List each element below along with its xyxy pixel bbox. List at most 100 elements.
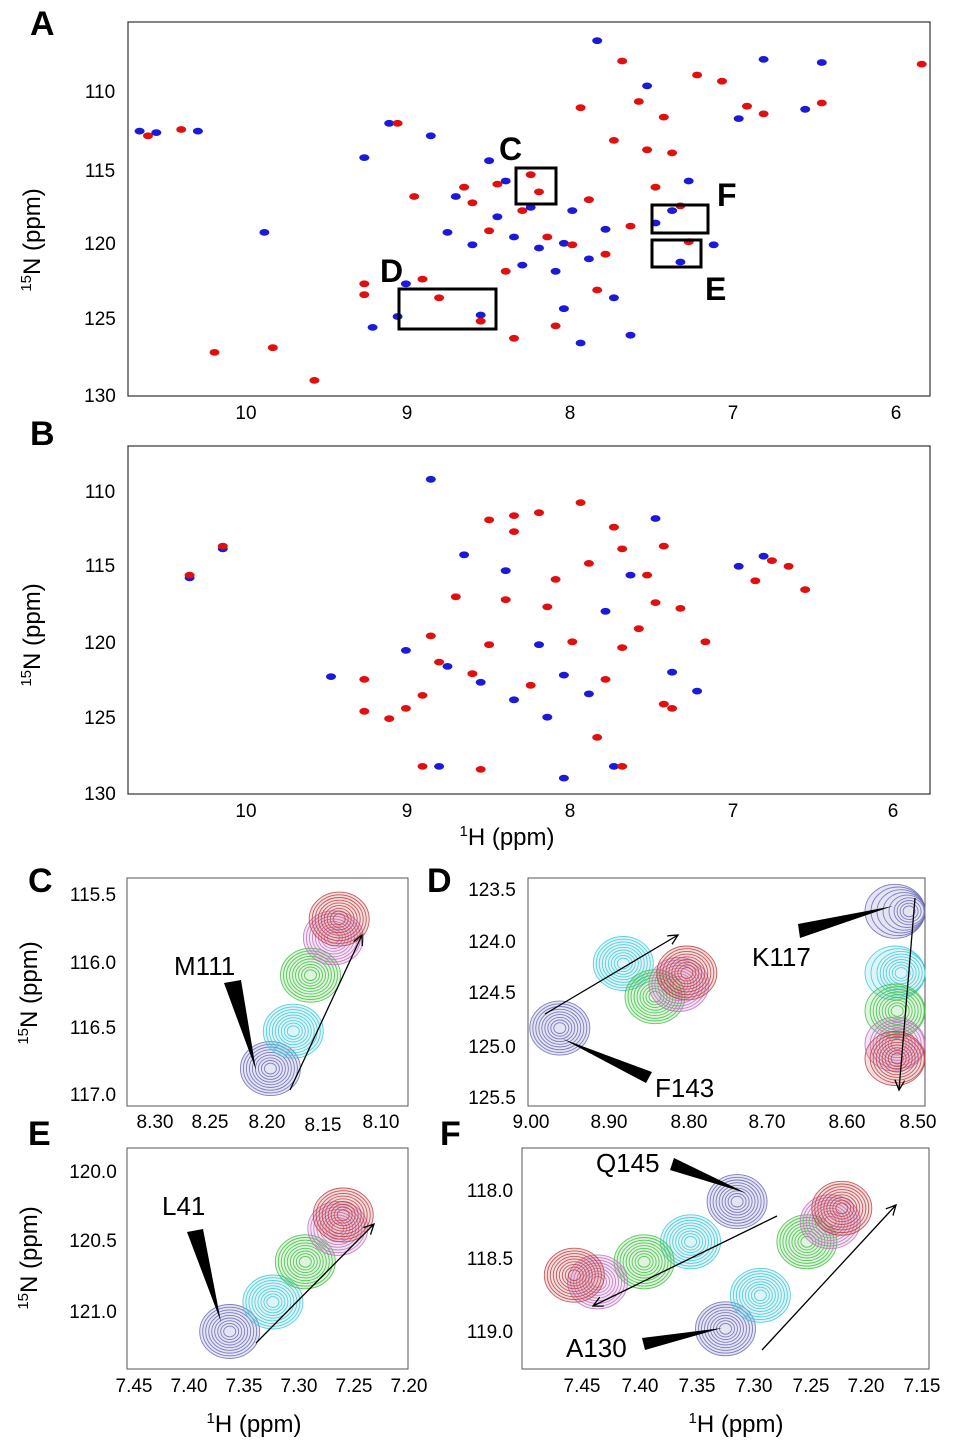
- peak-a-s0-p15: [550, 267, 561, 275]
- peak-a-s1-p22: [608, 137, 619, 144]
- peak-a-s1-p15: [542, 233, 553, 241]
- panel-a-ytick-125: 125: [84, 309, 116, 330]
- peak-b-s1-p30: [700, 638, 711, 646]
- peak-a-s1-p10: [475, 317, 486, 325]
- panel-e-ylabel-text: N (ppm): [16, 1206, 43, 1293]
- shift-arrow-e: [255, 1224, 374, 1344]
- peak-b-s1-p4: [384, 715, 395, 722]
- panel-b-ytick-125: 125: [84, 708, 116, 729]
- peak-b-s1-p17: [567, 638, 578, 646]
- peak-a-s1-p27: [658, 113, 669, 121]
- peak-a-s0-p1: [151, 129, 162, 137]
- peak-a-s0-p37: [467, 241, 478, 249]
- panel-c-ytick-3: 116.5: [70, 1018, 116, 1039]
- peak-b-s1-p2: [359, 707, 370, 715]
- contour-f-s1-p1: [729, 1267, 791, 1323]
- panel-a-ylabel: 15N (ppm): [18, 188, 46, 291]
- panel-c-zoom: 115.5 116.0 116.5 117.0 8.30 8.25 8.20 8…: [15, 877, 409, 1136]
- region-box-c: [514, 166, 558, 206]
- svg-text:15N (ppm): 15N (ppm): [15, 941, 43, 1044]
- region-box-e: [650, 238, 703, 269]
- panel-c-xtick-4: 8.15: [305, 1115, 342, 1136]
- peak-b-s1-p14: [525, 681, 536, 689]
- panel-a-ylabel-sup: 15: [18, 275, 35, 292]
- contour-c-s1-p0: [262, 1003, 324, 1059]
- panel-a-xtick-6: 6: [891, 403, 902, 424]
- panel-f-zoom: 118.0 118.5 119.0 7.45 7.40 7.35 7.30 7.…: [467, 1147, 940, 1438]
- panel-a-xtick-7: 7: [728, 403, 739, 424]
- peak-a-s0-p24: [642, 82, 653, 90]
- contour-d-s0-p1: [864, 883, 926, 939]
- panel-a-spectrum: 110 115 120 125 130 10 9 8 7 6 15N (ppm)…: [18, 21, 931, 424]
- panel-f-ytick-3: 119.0: [467, 1322, 513, 1343]
- shift-arrow-f-a130: [761, 1205, 896, 1351]
- peak-a-s0-p28: [683, 177, 694, 185]
- panel-d-xtick-2: 8.90: [591, 1112, 628, 1133]
- peak-b-s1-p1: [217, 542, 228, 550]
- contour-f-s2-p0: [613, 1234, 675, 1290]
- peak-b-s1-p12: [500, 596, 511, 604]
- peak-a-s0-p4: [359, 154, 370, 162]
- panel-e-xlabel-text: H (ppm): [215, 1411, 302, 1438]
- peak-a-s1-p35: [916, 60, 927, 68]
- panel-e-ylabel-sup: 15: [15, 1293, 32, 1310]
- panel-b-xlabel-text: H (ppm): [468, 824, 555, 851]
- peak-b-s1-p23: [617, 644, 628, 651]
- contour-f-s4-p0: [543, 1247, 605, 1303]
- peak-a-s0-p12: [509, 233, 519, 241]
- panel-d-contours: [529, 883, 926, 1086]
- peak-b-s1-p37: [417, 763, 428, 770]
- panel-f-xtick-3: 7.35: [679, 1376, 716, 1397]
- peak-b-s1-p28: [667, 705, 678, 712]
- peak-b-s0-p21: [434, 763, 445, 770]
- residue-pointer-a130: [642, 1328, 722, 1350]
- peak-b-s0-p9: [534, 641, 544, 649]
- peak-b-s0-p5: [400, 647, 411, 654]
- panel-c-xtick-1: 8.30: [137, 1112, 174, 1133]
- peak-b-s1-p15: [542, 603, 553, 611]
- panel-e-contours: [199, 1187, 374, 1359]
- peak-a-s1-p6: [392, 119, 403, 127]
- panel-f-xtick-1: 7.45: [564, 1376, 601, 1397]
- peak-b-s1-p31: [750, 577, 761, 585]
- peak-b-s1-p16: [550, 576, 561, 583]
- contour-d-s4-p0: [656, 945, 718, 1001]
- peak-b-s0-p19: [558, 774, 569, 782]
- peak-a-s1-p0: [143, 132, 153, 140]
- peak-b-s1-p6: [417, 692, 428, 699]
- peak-a-s1-p17: [567, 241, 578, 249]
- panel-c-ytick-1: 115.5: [70, 885, 116, 906]
- peak-b-s1-p5: [400, 705, 411, 712]
- peak-b-s0-p4: [500, 567, 511, 575]
- peak-a-s0-p17: [567, 207, 578, 215]
- panel-b-frame: [127, 445, 931, 795]
- peak-a-s1-p24: [633, 98, 644, 105]
- peak-a-s1-p39: [409, 193, 420, 200]
- contour-c-s0-p0: [239, 1041, 301, 1097]
- panel-d-ytick-1: 123.5: [468, 880, 516, 901]
- peak-b-s1-p10: [467, 670, 478, 678]
- peak-a-s0-p0: [134, 127, 145, 135]
- peak-b-s0-p6: [442, 663, 453, 670]
- panel-a-ytick-115: 115: [85, 161, 115, 182]
- peak-b-s0-p7: [475, 678, 486, 686]
- peak-a-s0-p34: [484, 157, 495, 165]
- panel-d-xtick-4: 8.70: [749, 1112, 786, 1133]
- peak-a-s0-p22: [608, 294, 619, 302]
- peak-a-s0-p9: [475, 311, 486, 319]
- panel-e-frame: [126, 1147, 409, 1370]
- contour-e-s4-p0: [312, 1187, 374, 1243]
- panel-b-ylabel-text: N (ppm): [19, 583, 46, 670]
- panel-b-xtick-6: 6: [888, 801, 899, 822]
- panel-a-xtick-8: 8: [565, 403, 576, 424]
- residue-label-l41: L41: [162, 1191, 205, 1221]
- peak-b-s1-p18: [575, 499, 586, 506]
- shift-arrow-f-q145: [593, 1215, 778, 1306]
- peak-a-s0-p38: [442, 229, 453, 236]
- shift-arrow-c: [289, 935, 362, 1091]
- panel-c-ylabel-sup: 15: [15, 1028, 32, 1045]
- panel-letter-f: F: [440, 1115, 461, 1153]
- panel-d-xtick-3: 8.80: [671, 1112, 708, 1133]
- peak-b-s1-p34: [800, 586, 811, 593]
- panel-b-ylabel: 15N (ppm): [18, 583, 46, 686]
